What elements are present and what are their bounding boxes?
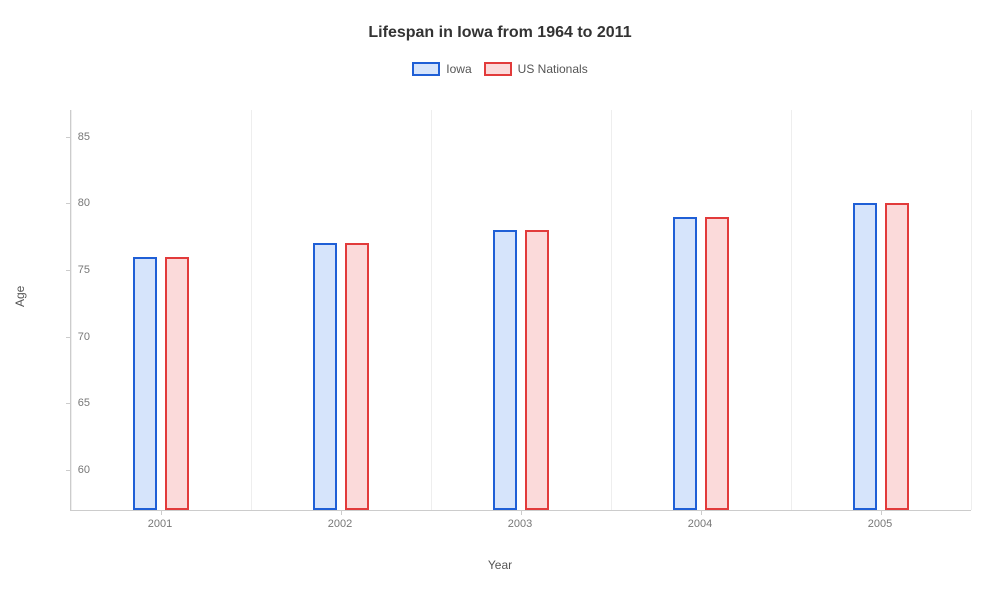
gridline bbox=[971, 110, 972, 510]
gridline bbox=[431, 110, 432, 510]
legend-label-iowa: Iowa bbox=[446, 62, 471, 76]
x-tick-mark bbox=[341, 510, 342, 515]
plot-area bbox=[70, 110, 971, 511]
x-tick-label: 2003 bbox=[508, 518, 532, 530]
bar-us-nationals bbox=[165, 257, 189, 510]
x-tick-mark bbox=[881, 510, 882, 515]
bar-iowa bbox=[493, 230, 517, 510]
legend-swatch-us bbox=[484, 62, 512, 76]
legend-swatch-iowa bbox=[412, 62, 440, 76]
y-tick-label: 85 bbox=[60, 131, 90, 143]
y-tick-label: 80 bbox=[60, 197, 90, 209]
gridline bbox=[791, 110, 792, 510]
bar-us-nationals bbox=[525, 230, 549, 510]
x-tick-label: 2005 bbox=[868, 518, 892, 530]
bar-us-nationals bbox=[345, 243, 369, 510]
x-tick-label: 2004 bbox=[688, 518, 712, 530]
y-tick-label: 60 bbox=[60, 464, 90, 476]
y-axis-title: Age bbox=[13, 286, 27, 307]
x-tick-mark bbox=[701, 510, 702, 515]
legend-label-us: US Nationals bbox=[518, 62, 588, 76]
bar-us-nationals bbox=[705, 217, 729, 510]
legend-item-iowa: Iowa bbox=[412, 62, 471, 76]
y-tick-label: 70 bbox=[60, 331, 90, 343]
gridline bbox=[251, 110, 252, 510]
gridline bbox=[71, 110, 72, 510]
x-axis-title: Year bbox=[488, 558, 512, 572]
x-tick-mark bbox=[161, 510, 162, 515]
x-tick-mark bbox=[521, 510, 522, 515]
gridline bbox=[611, 110, 612, 510]
bar-iowa bbox=[673, 217, 697, 510]
legend-item-us: US Nationals bbox=[484, 62, 588, 76]
chart-container: Lifespan in Iowa from 1964 to 2011 Iowa … bbox=[0, 0, 1000, 600]
bar-iowa bbox=[313, 243, 337, 510]
x-tick-label: 2001 bbox=[148, 518, 172, 530]
bar-iowa bbox=[133, 257, 157, 510]
y-tick-label: 75 bbox=[60, 264, 90, 276]
x-tick-label: 2002 bbox=[328, 518, 352, 530]
chart-title: Lifespan in Iowa from 1964 to 2011 bbox=[0, 0, 1000, 42]
legend: Iowa US Nationals bbox=[0, 62, 1000, 76]
bar-iowa bbox=[853, 203, 877, 510]
y-tick-label: 65 bbox=[60, 397, 90, 409]
bar-us-nationals bbox=[885, 203, 909, 510]
